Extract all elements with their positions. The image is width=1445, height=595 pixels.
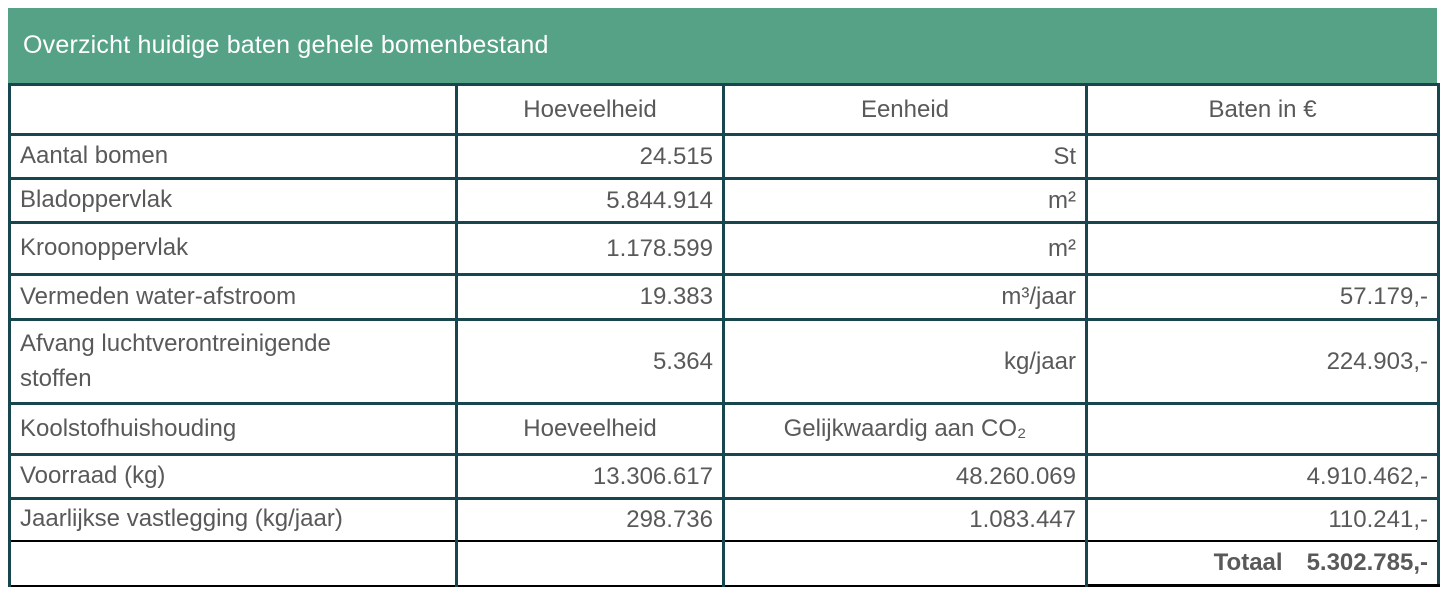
cell-baten bbox=[1085, 402, 1440, 456]
cell-eenheid: m³/jaar bbox=[722, 273, 1088, 321]
section-label: Koolstofhuishouding bbox=[8, 402, 458, 456]
row-label: Aantal bomen bbox=[8, 133, 458, 180]
table-row-afvang-luchtverontreinigende-stoffen: Afvang luchtverontreinigende stoffen 5.3… bbox=[8, 318, 1440, 405]
header-cell-baten: Baten in € bbox=[1085, 83, 1440, 136]
total-label: Totaal bbox=[1213, 548, 1283, 576]
cell-baten: 110.241,- bbox=[1085, 497, 1440, 542]
column-header-row: Hoeveelheid Eenheid Baten in € bbox=[8, 83, 1440, 136]
cell-eenheid: m² bbox=[722, 221, 1088, 276]
row-label: Kroonoppervlak bbox=[8, 221, 458, 276]
cell-hoeveelheid: 24.515 bbox=[455, 133, 725, 180]
cell-baten: 224.903,- bbox=[1085, 318, 1440, 405]
cell-hoeveelheid: 298.736 bbox=[455, 497, 725, 542]
total-value: 5.302.785,- bbox=[1306, 548, 1428, 576]
header-cell-hoeveelheid: Hoeveelheid bbox=[455, 83, 725, 136]
header-cell-empty bbox=[8, 83, 458, 136]
section-header-row-koolstofhuishouding: Koolstofhuishouding Hoeveelheid Gelijkwa… bbox=[8, 402, 1440, 456]
cell-eenheid: 1.083.447 bbox=[722, 497, 1088, 542]
section-header-co2: Gelijkwaardig aan CO₂ bbox=[722, 402, 1088, 456]
table-row-voorraad: Voorraad (kg) 13.306.617 48.260.069 4.91… bbox=[8, 453, 1440, 500]
row-label: Afvang luchtverontreinigende stoffen bbox=[8, 318, 458, 405]
cell-baten bbox=[1085, 133, 1440, 180]
table-row-jaarlijkse-vastlegging: Jaarlijkse vastlegging (kg/jaar) 298.736… bbox=[8, 497, 1440, 542]
cell-eenheid: m² bbox=[722, 177, 1088, 224]
table-row-vermeden-water-afstroom: Vermeden water-afstroom 19.383 m³/jaar 5… bbox=[8, 273, 1440, 321]
row-label: Jaarlijkse vastlegging (kg/jaar) bbox=[8, 497, 458, 542]
cell-hoeveelheid: 19.383 bbox=[455, 273, 725, 321]
total-row: Totaal 5.302.785,- bbox=[8, 539, 1440, 587]
cell-eenheid: St bbox=[722, 133, 1088, 180]
table-title: Overzicht huidige baten gehele bomenbest… bbox=[23, 31, 549, 59]
header-cell-eenheid: Eenheid bbox=[722, 83, 1088, 136]
table-row-kroonoppervlak: Kroonoppervlak 1.178.599 m² bbox=[8, 221, 1440, 276]
row-label: Voorraad (kg) bbox=[8, 453, 458, 500]
cell-baten: 4.910.462,- bbox=[1085, 453, 1440, 500]
table-row-bladoppervlak: Bladoppervlak 5.844.914 m² bbox=[8, 177, 1440, 224]
table-row-aantal-bomen: Aantal bomen 24.515 St bbox=[8, 133, 1440, 180]
table-title-bar: Overzicht huidige baten gehele bomenbest… bbox=[8, 8, 1437, 83]
cell-hoeveelheid: 13.306.617 bbox=[455, 453, 725, 500]
benefits-table: Hoeveelheid Eenheid Baten in € Aantal bo… bbox=[8, 83, 1440, 587]
total-baten-cell: Totaal 5.302.785,- bbox=[1085, 539, 1440, 587]
empty-cell bbox=[722, 539, 1088, 587]
cell-eenheid: kg/jaar bbox=[722, 318, 1088, 405]
cell-baten bbox=[1085, 221, 1440, 276]
cell-eenheid: 48.260.069 bbox=[722, 453, 1088, 500]
cell-hoeveelheid: 5.364 bbox=[455, 318, 725, 405]
empty-cell bbox=[8, 539, 458, 587]
cell-baten bbox=[1085, 177, 1440, 224]
cell-hoeveelheid: 5.844.914 bbox=[455, 177, 725, 224]
cell-baten: 57.179,- bbox=[1085, 273, 1440, 321]
section-header-hoeveelheid: Hoeveelheid bbox=[455, 402, 725, 456]
row-label: Bladoppervlak bbox=[8, 177, 458, 224]
row-label: Vermeden water-afstroom bbox=[8, 273, 458, 321]
empty-cell bbox=[455, 539, 725, 587]
cell-hoeveelheid: 1.178.599 bbox=[455, 221, 725, 276]
